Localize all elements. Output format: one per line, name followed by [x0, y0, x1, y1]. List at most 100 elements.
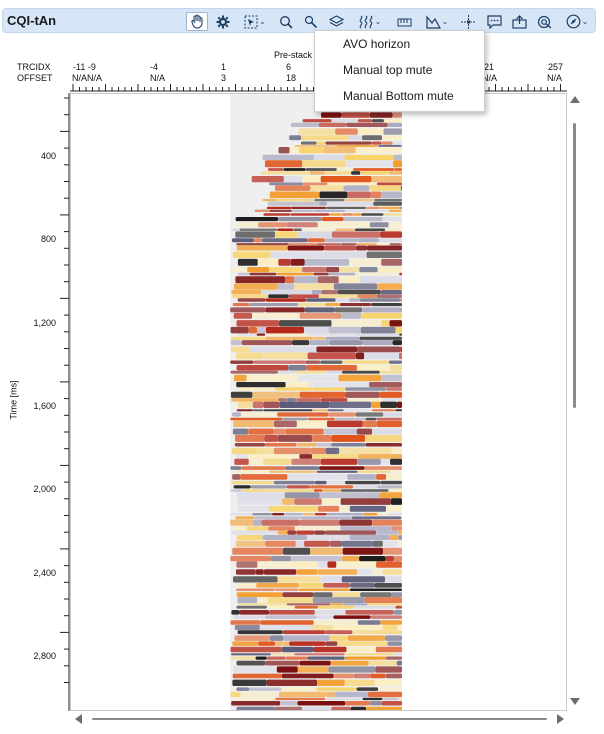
- seismic-wiggle: [323, 583, 350, 588]
- window-tab[interactable]: CQI-tAn ⌄ ⌄ ⌄: [2, 8, 596, 33]
- seismic-wiggle: [325, 267, 340, 273]
- seismic-wiggle: [344, 198, 375, 202]
- seismic-wiggle: [274, 420, 297, 428]
- seismic-wiggle: [385, 656, 402, 660]
- select-region-icon[interactable]: ⌄: [239, 12, 271, 31]
- seismic-wiggle: [372, 428, 402, 435]
- menu-item-manual-bottom-mute[interactable]: Manual Bottom mute: [343, 89, 454, 103]
- seismic-wiggle: [319, 466, 365, 470]
- seismic-wiggle: [285, 276, 295, 284]
- seismic-wiggle: [239, 228, 277, 231]
- seismic-wiggle: [310, 185, 344, 191]
- seismic-wiggle: [232, 294, 269, 298]
- seismic-wiggle: [265, 298, 307, 302]
- seismic-wiggle: [257, 561, 293, 568]
- seismic-wiggle: [230, 646, 282, 653]
- seismic-wiggle: [297, 231, 332, 238]
- settings-gear-icon[interactable]: [213, 12, 233, 31]
- ruler-icon[interactable]: [393, 12, 415, 31]
- seismic-wiggle: [278, 258, 291, 266]
- seismic-wiggle: [362, 697, 383, 701]
- zoom-icon[interactable]: [276, 12, 296, 31]
- crosshair-icon[interactable]: [458, 12, 478, 31]
- pan-hand-icon[interactable]: [186, 12, 208, 31]
- seismic-wiggle: [385, 556, 394, 562]
- comment-icon[interactable]: [484, 12, 504, 31]
- seismic-wiggle: [237, 387, 276, 391]
- seismic-wiggle: [325, 697, 363, 701]
- horizon-tools-icon[interactable]: ⌄: [354, 12, 386, 31]
- seismic-wiggle: [283, 168, 306, 171]
- scroll-down-icon[interactable]: [570, 698, 580, 705]
- seismic-wiggle: [397, 540, 402, 547]
- seismic-wiggle: [351, 516, 402, 520]
- seismic-wiggle: [297, 346, 317, 353]
- menu-item-avo-horizon[interactable]: AVO horizon: [343, 37, 411, 51]
- seismic-wiggle: [273, 480, 315, 485]
- seismic-wiggle: [282, 630, 326, 635]
- y-tick-label: 400: [40, 151, 56, 161]
- seismic-wiggle: [385, 576, 402, 583]
- seismic-wiggle: [353, 213, 362, 216]
- seismic-wiggle: [376, 182, 402, 186]
- seismic-wiggle: [327, 201, 374, 206]
- seismic-wiggle: [230, 513, 253, 516]
- seismic-wiggle: [269, 191, 320, 199]
- window-title: CQI-tAn: [7, 13, 57, 28]
- compass-icon[interactable]: ⌄: [560, 12, 594, 31]
- seismic-wiggle: [378, 687, 402, 691]
- seismic-wiggle: [312, 597, 365, 604]
- seismic-wiggle: [345, 610, 394, 615]
- seismic-wiggle: [360, 171, 389, 175]
- seismic-wiggle: [304, 326, 329, 334]
- vertical-scrollbar[interactable]: [568, 93, 582, 711]
- seismic-wiggle: [323, 428, 357, 435]
- seismic-wiggle: [325, 691, 335, 698]
- offset-label: OFFSET: [17, 73, 53, 83]
- seismic-wiggle: [344, 656, 386, 660]
- seismic-wiggle: [237, 298, 266, 302]
- scroll-up-icon[interactable]: [570, 96, 580, 103]
- seismic-wiggle: [393, 160, 402, 168]
- horizontal-scroll-thumb[interactable]: [92, 718, 547, 720]
- seismic-wiggle: [316, 141, 326, 145]
- seismic-wiggle: [372, 519, 402, 526]
- seismic-wiggle: [253, 519, 262, 526]
- scroll-right-icon[interactable]: [557, 714, 564, 724]
- vertical-scroll-thumb[interactable]: [573, 123, 576, 408]
- seismic-wiggle: [325, 171, 352, 175]
- seismic-wiggle: [357, 569, 372, 575]
- seismic-wiggle: [236, 352, 263, 360]
- seismic-wiggle: [268, 505, 318, 512]
- seismic-wiggle: [319, 251, 367, 258]
- seismic-wiggle: [275, 697, 326, 701]
- seismic-wiggle: [359, 556, 386, 562]
- seismic-wiggle: [334, 691, 368, 698]
- seismic-wiggle: [317, 569, 358, 575]
- seismic-wiggle: [335, 298, 349, 302]
- menu-item-manual-top-mute[interactable]: Manual top mute: [343, 63, 433, 77]
- horizontal-scrollbar[interactable]: [72, 712, 567, 726]
- seismic-wiggle: [300, 141, 317, 145]
- seismic-wiggle: [297, 666, 329, 673]
- seismic-wiggle: [338, 374, 382, 382]
- seismic-wiggle: [376, 294, 402, 298]
- seismic-wiggle: [388, 222, 402, 228]
- scroll-left-icon[interactable]: [75, 714, 82, 724]
- seismic-wiggle: [275, 641, 290, 646]
- seismic-wiggle: [252, 409, 264, 412]
- mute-tools-icon[interactable]: ⌄: [421, 12, 453, 31]
- seismic-wiggle: [377, 267, 402, 273]
- pick-icon[interactable]: [301, 12, 321, 31]
- seismic-wiggle: [235, 435, 265, 442]
- seismic-wiggle: [275, 231, 298, 238]
- seismic-wiggle: [236, 243, 289, 246]
- export-icon[interactable]: [509, 12, 529, 31]
- seismic-wiggle: [236, 660, 266, 666]
- find-icon[interactable]: [534, 12, 554, 31]
- seismic-plot-area[interactable]: [70, 93, 567, 711]
- seismic-wiggle: [242, 489, 267, 492]
- seismic-wiggle: [268, 526, 295, 531]
- layers-icon[interactable]: [326, 12, 346, 31]
- seismic-wiggle: [370, 615, 402, 619]
